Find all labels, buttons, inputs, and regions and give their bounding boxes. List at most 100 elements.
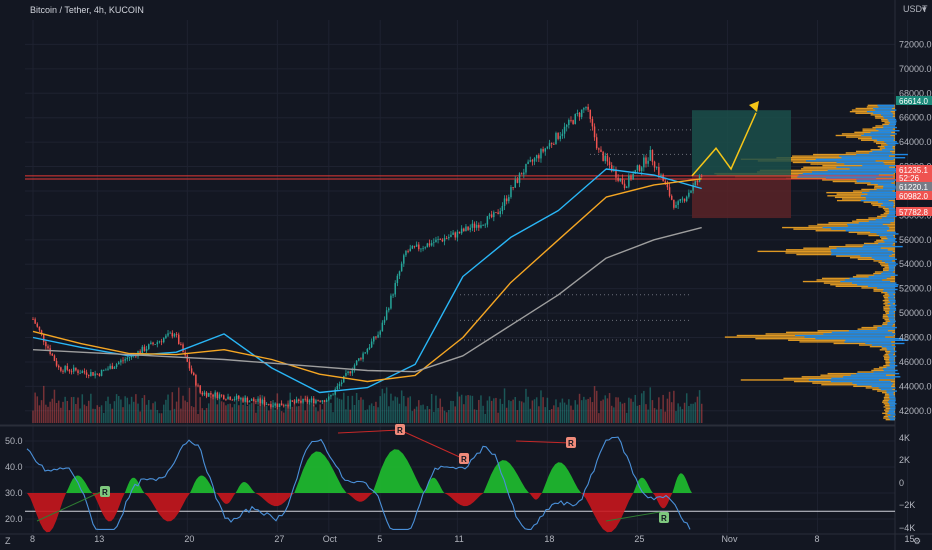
volume-bar [87,400,90,423]
candle-body [658,167,660,176]
candle-body [428,243,431,246]
volume-bar [531,400,534,423]
candle-body [362,353,364,360]
candle-body [660,174,662,176]
candle-body [368,347,371,349]
candle-body [120,360,122,363]
volume-bar [291,406,294,423]
volume-bar [473,409,476,423]
candle-body [115,364,118,368]
signal-tag-bg [659,512,669,523]
volume-bar [141,397,144,423]
profile-bar-total [881,264,895,267]
candle-body [53,355,56,361]
candle-body [345,373,347,376]
profile-bar-total [883,309,895,311]
candle-body [306,399,309,403]
profile-bar-up [831,252,895,254]
volume-bar [550,409,553,423]
candle-body [679,198,682,202]
volume-bar [195,380,197,423]
profile-bar-up [889,268,895,270]
candle-body [328,396,330,400]
zoom-icon[interactable]: Z [5,536,11,546]
candle-body [405,251,407,256]
profile-bar-up [870,231,896,234]
volume-bar [325,400,328,423]
position-boxes[interactable] [692,110,791,219]
volume-bar [615,397,617,423]
profile-bar-up [870,131,892,134]
candle-body [175,334,178,336]
candle-body [608,161,611,166]
profile-bar-up [883,125,896,127]
volume-bar [220,401,223,423]
candle-body [403,255,405,264]
profile-bar-up [889,358,895,361]
volume-bar [553,405,555,423]
profile-bar-up [882,115,893,118]
volume-bar [645,404,647,423]
candle-body [55,360,58,366]
volume-bar [497,412,499,423]
volume-bar [353,404,356,423]
volume-bar [640,393,643,423]
candle-body [621,178,624,184]
candle-body [51,354,54,356]
candle-body [152,342,154,345]
profile-bar-up [844,163,885,165]
profile-bar-up [883,369,898,372]
profile-bar-total [883,406,895,408]
candle-body [653,161,656,168]
volume-bar [216,404,219,423]
candle-body [638,165,641,172]
projection-arrow[interactable] [691,101,759,177]
signal-tag-label: R [661,514,667,523]
volume-bar [426,406,429,423]
volume-bar [570,405,572,423]
projection-arrow-line [691,112,757,177]
osc-green-area [424,477,445,493]
volume-bar [223,402,225,423]
volume-bar [139,411,141,423]
candle-body [383,319,386,323]
candle-body [47,346,49,349]
osc-tick-label: 40.0 [5,462,23,472]
candle-body [205,392,208,397]
signal-tag-bg [566,437,576,448]
volume-bar [580,400,583,423]
profile-bar-up [888,353,894,356]
volume-bar [388,406,390,423]
volume-bar [428,409,431,423]
volume-bar [250,403,253,423]
profile-bar-up [889,301,896,303]
volume-bar [572,409,574,423]
volume-bar [383,393,386,423]
profile-bar-up [861,134,891,137]
profile-bar-up [827,169,901,172]
volume-bar [57,400,60,423]
volume-bar [270,405,272,423]
osc-red-area [255,493,295,507]
volume-bar [235,396,238,423]
candle-body [90,372,92,376]
scale-menu-icon[interactable]: ▾ [922,4,927,14]
settings-icon[interactable]: ⚙ [913,536,921,546]
profile-bar-up [808,379,880,381]
profile-bar-up [889,396,896,399]
profile-bar-up [881,217,895,219]
candle-body [394,283,396,295]
candle-body [400,263,403,272]
volume-bar [673,390,675,423]
candle-body [248,400,251,403]
signal-tag-bg [100,486,110,497]
signal-tag-bg [395,424,405,435]
volume-bar [38,405,41,423]
profile-bar-up [882,290,895,292]
candle-body [388,308,390,311]
volume-bar [420,405,422,423]
profile-bar-up [886,142,899,145]
volume-bar [53,389,56,423]
